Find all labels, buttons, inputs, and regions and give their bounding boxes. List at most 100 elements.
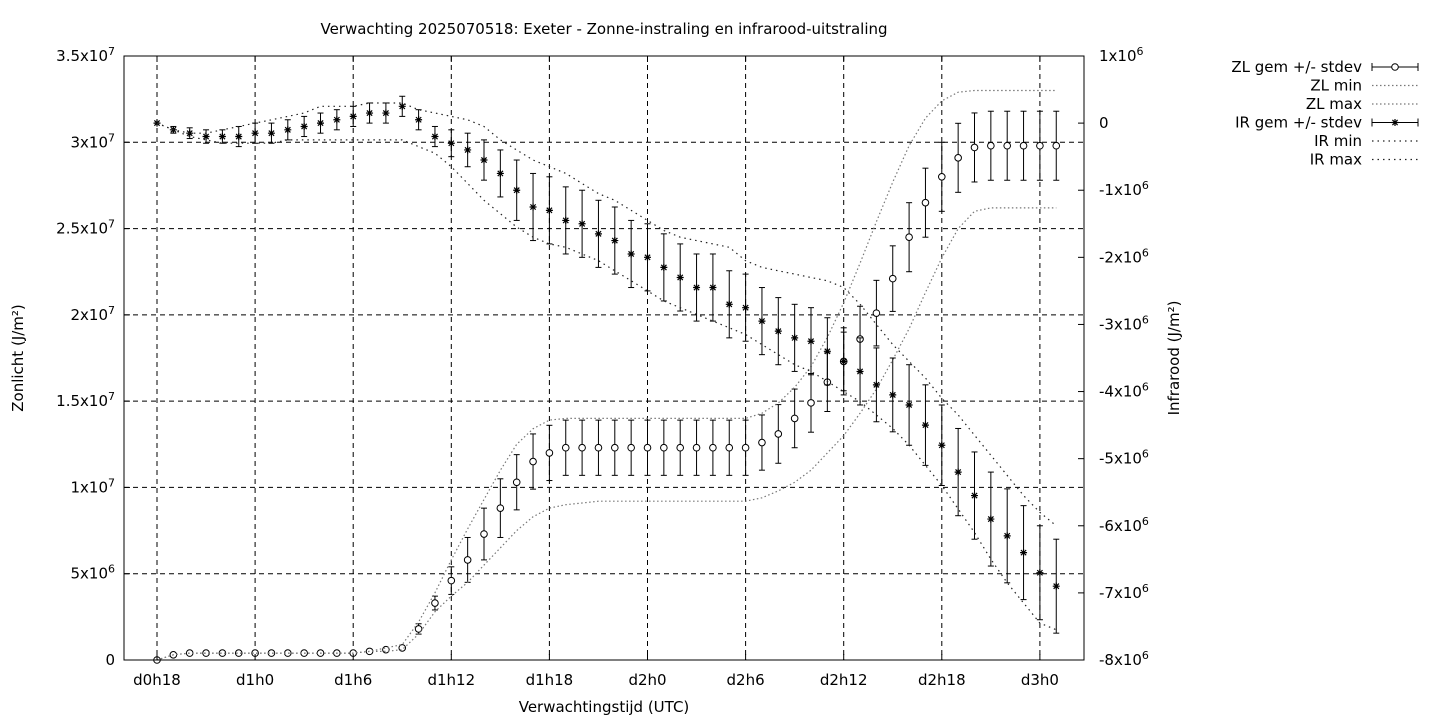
data-point — [758, 317, 766, 325]
series-line — [156, 102, 1057, 527]
data-point — [742, 304, 750, 312]
data-point — [431, 599, 439, 607]
data-point — [447, 576, 456, 585]
x-tick-label: d1h0 — [236, 671, 274, 689]
data-point — [447, 139, 455, 147]
data-point — [561, 443, 570, 452]
data-point — [333, 116, 341, 124]
data-point — [921, 421, 929, 429]
x-axis-label: Verwachtingstijd (UTC) — [519, 698, 690, 716]
series-line — [156, 89, 1057, 661]
data-point — [693, 284, 701, 292]
chart-title: Verwachting 2025070518: Exeter - Zonne-i… — [320, 20, 887, 38]
series-layer — [153, 89, 1061, 664]
data-point — [235, 133, 243, 141]
x-tick-label: d3h0 — [1021, 671, 1059, 689]
data-point — [889, 391, 897, 399]
series-1 — [156, 207, 1057, 661]
series-0 — [153, 110, 1061, 664]
data-point — [284, 126, 292, 134]
data-point — [1036, 141, 1044, 150]
y-left-tick-label: 2.5x107 — [56, 218, 115, 238]
y-left-tick-label: 0 — [105, 651, 115, 669]
data-point — [545, 206, 553, 214]
data-point — [594, 443, 603, 452]
y-right-tick-label: -6x106 — [1099, 515, 1149, 535]
data-point — [185, 649, 194, 657]
data-point — [758, 438, 766, 447]
data-point — [496, 169, 504, 177]
data-point — [1003, 532, 1011, 540]
data-point — [823, 347, 831, 355]
y-right-tick-label: -5x106 — [1099, 448, 1149, 468]
data-point — [709, 284, 717, 292]
data-point — [676, 443, 685, 452]
series-line — [156, 207, 1057, 661]
data-point — [562, 216, 570, 224]
data-point — [791, 334, 799, 342]
data-point — [627, 250, 635, 258]
x-tick-label: d2h6 — [727, 671, 765, 689]
data-point — [300, 122, 308, 130]
x-tick-label: d0h18 — [133, 671, 181, 689]
y-axis-left-label: Zonlicht (J/m²) — [9, 304, 27, 412]
data-point — [398, 102, 406, 110]
x-tick-label: d1h18 — [526, 671, 574, 689]
y-right-tick-label: -3x106 — [1099, 313, 1149, 333]
data-point — [1019, 141, 1028, 150]
y-axis-right-label: Infrarood (J/m²) — [1165, 301, 1183, 416]
y-left-tick-label: 1x107 — [70, 476, 115, 496]
data-point — [415, 116, 423, 124]
data-point — [496, 504, 505, 512]
data-point — [888, 274, 897, 283]
legend-label: ZL max — [1306, 95, 1362, 113]
data-point — [970, 143, 979, 152]
data-point — [643, 443, 652, 452]
data-point — [218, 133, 226, 141]
data-point — [234, 649, 243, 657]
data-point — [725, 300, 733, 308]
data-point — [741, 443, 750, 452]
data-point — [987, 141, 995, 150]
data-point — [774, 430, 783, 438]
data-point — [545, 449, 554, 457]
data-point — [774, 327, 782, 335]
data-point — [660, 263, 668, 271]
data-point — [218, 649, 227, 657]
y-right-tick-label: -2x106 — [1099, 246, 1149, 266]
data-point — [611, 443, 619, 452]
data-point — [872, 309, 881, 317]
data-point — [512, 478, 521, 487]
legend-label: IR min — [1314, 132, 1362, 150]
data-point — [578, 443, 586, 452]
series-5 — [156, 102, 1057, 527]
data-point — [480, 156, 488, 164]
data-point — [267, 129, 275, 137]
y-left-tick-label: 3x107 — [70, 131, 115, 151]
data-point — [382, 109, 390, 117]
data-point — [872, 381, 880, 389]
data-point — [971, 492, 978, 500]
data-point — [954, 468, 962, 476]
series-3 — [153, 95, 1060, 634]
x-tick-label: d1h6 — [334, 671, 372, 689]
data-point — [463, 556, 472, 564]
y-left-tick-label: 3.5x107 — [56, 45, 115, 65]
y-right-tick-label: 1x106 — [1099, 45, 1144, 65]
y-right-tick-label: -8x106 — [1099, 649, 1149, 669]
data-point — [414, 625, 423, 633]
y-right-tick-label: -1x106 — [1099, 179, 1149, 199]
data-point — [954, 154, 962, 162]
data-point — [692, 443, 701, 452]
data-point — [709, 443, 717, 452]
data-point — [905, 233, 913, 241]
data-point — [365, 647, 374, 656]
data-point — [627, 443, 635, 452]
data-point — [251, 129, 259, 137]
ticks: d0h18 d1h0 d1h6 d1h12 d1h18 d2h0 d2h6 d2h12 d2h1… — [56, 45, 1149, 689]
data-point — [611, 237, 619, 245]
data-point — [480, 530, 488, 538]
y-left-tick-label: 5x106 — [70, 563, 115, 583]
